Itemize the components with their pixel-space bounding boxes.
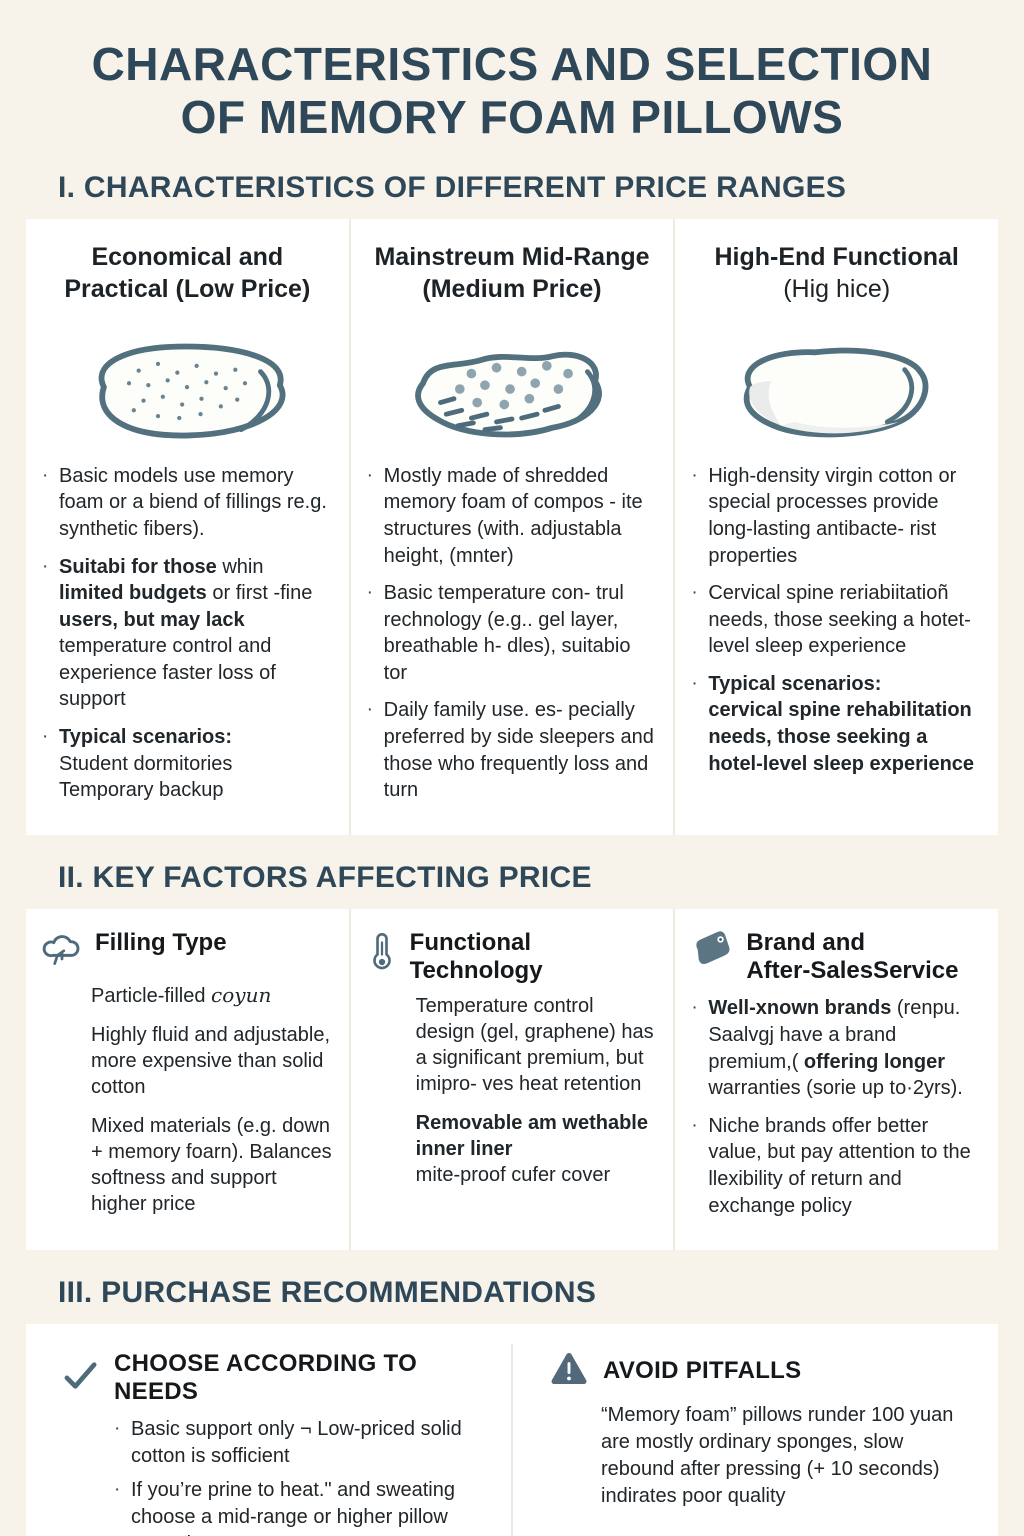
factor-brand-service: Brand and After-SalesService · Well-xnown… [673, 908, 998, 1251]
bullet-marker: · [366, 464, 373, 486]
bullet-marker: · [42, 726, 49, 748]
column-low-price: Economical and Practical (Low Price) · Ba… [26, 219, 349, 835]
factor-brand-service-bullets: · Well-xnown brands (renpu. Saalvgj have … [691, 995, 982, 1219]
bullet-marker: · [691, 997, 698, 1019]
recommendation-choose-needs: CHOOSE ACCORDING TO NEEDS · Basic support… [26, 1344, 511, 1536]
bullet-item: · Niche brands offer better value, but pa… [691, 1113, 982, 1219]
bullet-text: If you’re prine to heat." and sweating c… [131, 1479, 455, 1536]
page-title-line2: OF MEMORY FOAM PILLOWS [180, 91, 844, 144]
price-tag-icon [691, 929, 733, 972]
bullet-text: Daily family use. es- pecially preferred… [383, 699, 654, 802]
factor-title: Filling Type [95, 928, 227, 956]
recommendation-title: CHOOSE ACCORDING TO NEEDS [114, 1350, 418, 1406]
column-low-price-bullets: · Basic models use memory foam or a biend… [42, 463, 333, 804]
column-high-price-title: High-End Functional (Hig hice) [714, 242, 959, 303]
bullet-text: Basic support only ¬ Low-priced solid co… [131, 1418, 462, 1467]
bullet-item: · Basic support only ¬ Low-priced solid c… [114, 1416, 489, 1469]
section2-heading: II. KEY FACTORS AFFECTING PRICE [58, 860, 592, 894]
cotton-icon [42, 929, 82, 974]
paragraph: “Memory foam” pillows runder 100 yuan ar… [601, 1404, 954, 1508]
factor-title: Functional Technology [409, 928, 543, 985]
warning-icon [549, 1350, 589, 1392]
bullet-text: Basic models use memory foam or a biend … [59, 464, 327, 540]
bullet-marker: · [366, 582, 373, 604]
avoid-pitfalls-body: “Memory foam” pillows runder 100 yuan ar… [549, 1402, 976, 1510]
bullet-marker: · [691, 672, 698, 694]
column-low-price-title: Economical and Practical (Low Price) [64, 242, 311, 303]
column-mid-price: Mainstreum Mid-Range (Medium Price) [348, 218, 674, 835]
pillow-shredded-icon [367, 327, 658, 453]
pillow-contour-icon [691, 327, 982, 453]
bullet-text: Cervical spine reriabiitatioñ needs, tho… [708, 582, 971, 658]
recommendation-title: AVOID PITFALLS [603, 1357, 802, 1385]
bullet-item: · High-density virgin cotton or special p… [691, 463, 982, 569]
bullet-marker: · [114, 1479, 121, 1501]
bullet-item: · Typical scenarios: cervical spine rehab… [691, 671, 982, 777]
factor-filling-type: Filling Type Particle-filled coyun Highl… [26, 909, 349, 1250]
paragraph: Removable am wethable inner liner mite-p… [415, 1112, 648, 1187]
bullet-marker: · [691, 464, 698, 486]
bullet-text: Typical scenarios: cervical spine rehabi… [708, 672, 975, 775]
column-mid-price-title: Mainstreum Mid-Range (Medium Price) [374, 242, 650, 303]
recommendation-avoid-pitfalls: AVOID PITFALLS “Memory foam” pillows run… [511, 1344, 998, 1536]
bullet-marker: · [691, 1114, 698, 1136]
bullet-marker: · [42, 464, 49, 486]
checkmark-icon [62, 1360, 100, 1397]
bullet-marker: · [366, 699, 373, 721]
bullet-item: · Cervical spine reriabiitatioñ needs, th… [691, 580, 982, 660]
section2-cards: Filling Type Particle-filled coyun Highl… [26, 908, 998, 1251]
bullet-text: Basic temperature con- trul rechnology (… [383, 582, 631, 684]
factor-title: Brand and After-SalesService [746, 928, 959, 985]
paragraph: Particle-filled coyun [91, 982, 272, 1007]
column-high-price-bullets: · High-density virgin cotton or special p… [691, 463, 982, 778]
factor-functional-technology-body: Temperature control design (gel, graphen… [367, 993, 658, 1188]
section3-cards: CHOOSE ACCORDING TO NEEDS · Basic support… [26, 1324, 998, 1536]
thermometer-icon [367, 929, 397, 982]
factor-filling-type-body: Particle-filled coyun Highly fluid and a… [42, 982, 333, 1217]
choose-needs-bullets: · Basic support only ¬ Low-priced solid c… [62, 1416, 489, 1536]
bullet-marker: · [691, 582, 698, 604]
bullet-item: · Basic models use memory foam or a biend… [42, 463, 333, 543]
bullet-item: · If you’re prine to heat." and sweating … [114, 1477, 489, 1536]
bullet-marker: · [42, 555, 49, 577]
bullet-item: · Daily family use. es- pecially preferre… [367, 697, 658, 803]
section1-cards: Economical and Practical (Low Price) · Ba… [26, 218, 998, 835]
bullet-marker: · [114, 1418, 121, 1440]
column-mid-price-bullets: · Mostly made of shredded memory foam of … [367, 463, 658, 804]
bullet-text: Typical scenarios: Student dormitories T… [59, 726, 233, 802]
bullet-item: · Well-xnown brands (renpu. Saalvgj have … [691, 995, 982, 1101]
pillow-dotted-icon [42, 327, 333, 453]
bullet-item: · Basic temperature con- trul rechnology … [367, 580, 658, 686]
column-high-price: High-End Functional (Hig hice) · High-den… [673, 218, 998, 835]
paragraph: Highly fluid and adjustable, more expens… [91, 1023, 331, 1098]
paragraph: Temperature control design (gel, graphen… [415, 995, 654, 1096]
page-title-line1: CHARACTERISTICS AND SELECTION [91, 38, 933, 90]
section1-heading: I. CHARACTERISTICS OF DIFFERENT PRICE RA… [58, 170, 847, 204]
paragraph: Mixed materials (e.g. down + memory foar… [91, 1114, 332, 1215]
bullet-item: · Typical scenarios: Student dormitories … [42, 724, 333, 804]
bullet-text: Mostly made of shredded memory foam of c… [383, 464, 643, 567]
bullet-text: High-density virgin cotton or special pr… [708, 464, 957, 567]
factor-functional-technology: Functional Technology Temperature contro… [348, 908, 674, 1251]
bullet-item: · Suitabi for those whin limited budgets … [42, 554, 333, 714]
bullet-item: · Mostly made of shredded memory foam of … [367, 463, 658, 569]
page-title: CHARACTERISTICS AND SELECTION OF MEMORY F… [0, 0, 1024, 145]
bullet-text: Well-xnown brands (renpu. Saalvgj have a… [708, 997, 963, 1100]
section3-heading: III. PURCHASE RECOMMENDATIONS [58, 1276, 597, 1310]
bullet-text: Suitabi for those whin limited budgets o… [59, 555, 313, 711]
bullet-text: Niche brands offer better value, but pay… [708, 1114, 971, 1217]
